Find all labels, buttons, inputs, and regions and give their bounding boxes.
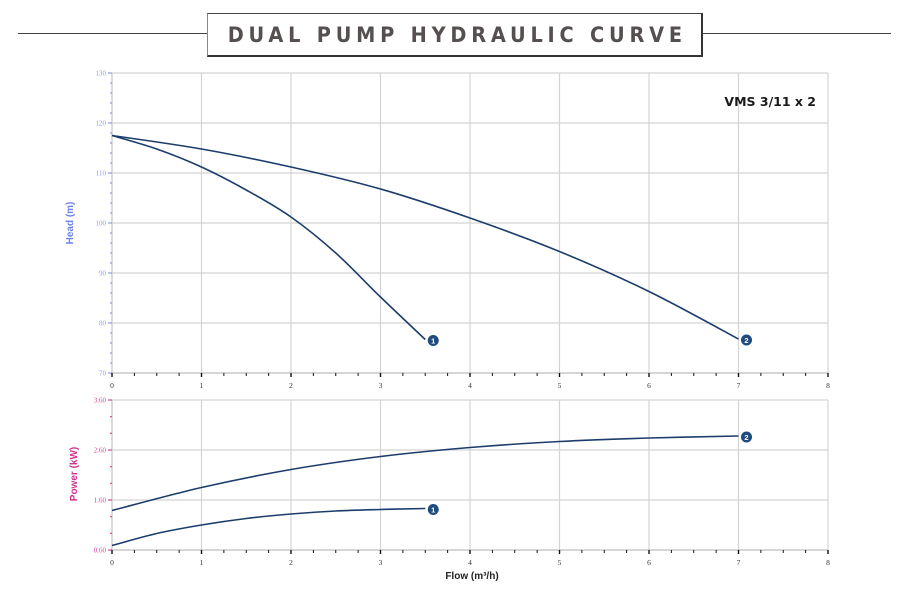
y-tick-label: 1.60 (94, 497, 107, 505)
x-tick-label: 5 (558, 381, 562, 390)
marker-label: 2 (744, 336, 748, 345)
x-tick-label: 4 (468, 381, 472, 390)
x-tick-label: 7 (737, 558, 741, 567)
flow-axis-label: Flow (m³/h) (445, 571, 498, 582)
pump-2-marker: 2 (741, 334, 752, 346)
head-axis-label: Head (m) (65, 202, 76, 245)
y-tick-label: 3.60 (94, 397, 107, 405)
x-tick-label: 0 (110, 558, 114, 567)
pump-2-curve (111, 435, 739, 512)
y-tick-label: 130 (96, 70, 107, 78)
pump-2-curve (111, 134, 739, 340)
title-box: DUAL PUMP HYDRAULIC CURVE (207, 13, 703, 57)
header-rule-right (702, 33, 891, 34)
pump-1-marker: 1 (427, 335, 439, 346)
x-tick-label: 6 (647, 558, 651, 567)
x-tick-label: 2 (289, 558, 293, 567)
x-tick-label: 5 (558, 558, 562, 567)
page-title: DUAL PUMP HYDRAULIC CURVE (227, 22, 687, 47)
power-gridlines (112, 399, 829, 550)
y-tick-label: 90 (99, 270, 107, 278)
y-tick-label: 110 (96, 170, 107, 178)
marker-circle (741, 431, 752, 443)
y-tick-label: 120 (96, 120, 107, 128)
y-tick-label: 70 (99, 370, 107, 378)
x-tick-label: 8 (826, 381, 830, 390)
x-tick-label: 1 (200, 558, 204, 567)
x-tick-label: 2 (289, 381, 293, 390)
x-tick-label: 7 (737, 381, 741, 390)
head-gridlines (112, 72, 829, 373)
x-tick-label: 3 (379, 381, 383, 390)
x-tick-label: 3 (379, 558, 383, 567)
power-axis-label: Power (kW) (69, 447, 80, 501)
pump-2-marker: 2 (741, 431, 752, 443)
y-tick-label: 100 (96, 220, 107, 228)
header-rule-left (18, 33, 207, 34)
pump-1-marker: 1 (427, 504, 439, 515)
y-tick-label: 2.60 (94, 447, 107, 455)
pump-1-curve (111, 134, 426, 341)
power-axes: 0.601.602.603.600 1 2 3 4 5 6 7 8 (94, 397, 830, 568)
y-tick-label: 0.60 (94, 547, 107, 555)
marker-circle (427, 335, 439, 346)
pump-1-curve (111, 507, 426, 547)
model-annotation: VMS 3/11 x 2 (724, 94, 816, 109)
power-series: 12 (111, 431, 752, 547)
marker-circle (741, 334, 752, 346)
x-tick-label: 4 (468, 558, 472, 567)
x-tick-label: 0 (110, 381, 114, 390)
x-tick-label: 6 (647, 381, 651, 390)
x-tick-label: 1 (200, 381, 204, 390)
marker-label: 1 (431, 505, 435, 514)
x-tick-label: 8 (826, 558, 830, 567)
marker-circle (427, 504, 439, 515)
marker-label: 1 (431, 336, 435, 345)
marker-label: 2 (744, 433, 748, 442)
y-tick-label: 80 (99, 320, 107, 328)
